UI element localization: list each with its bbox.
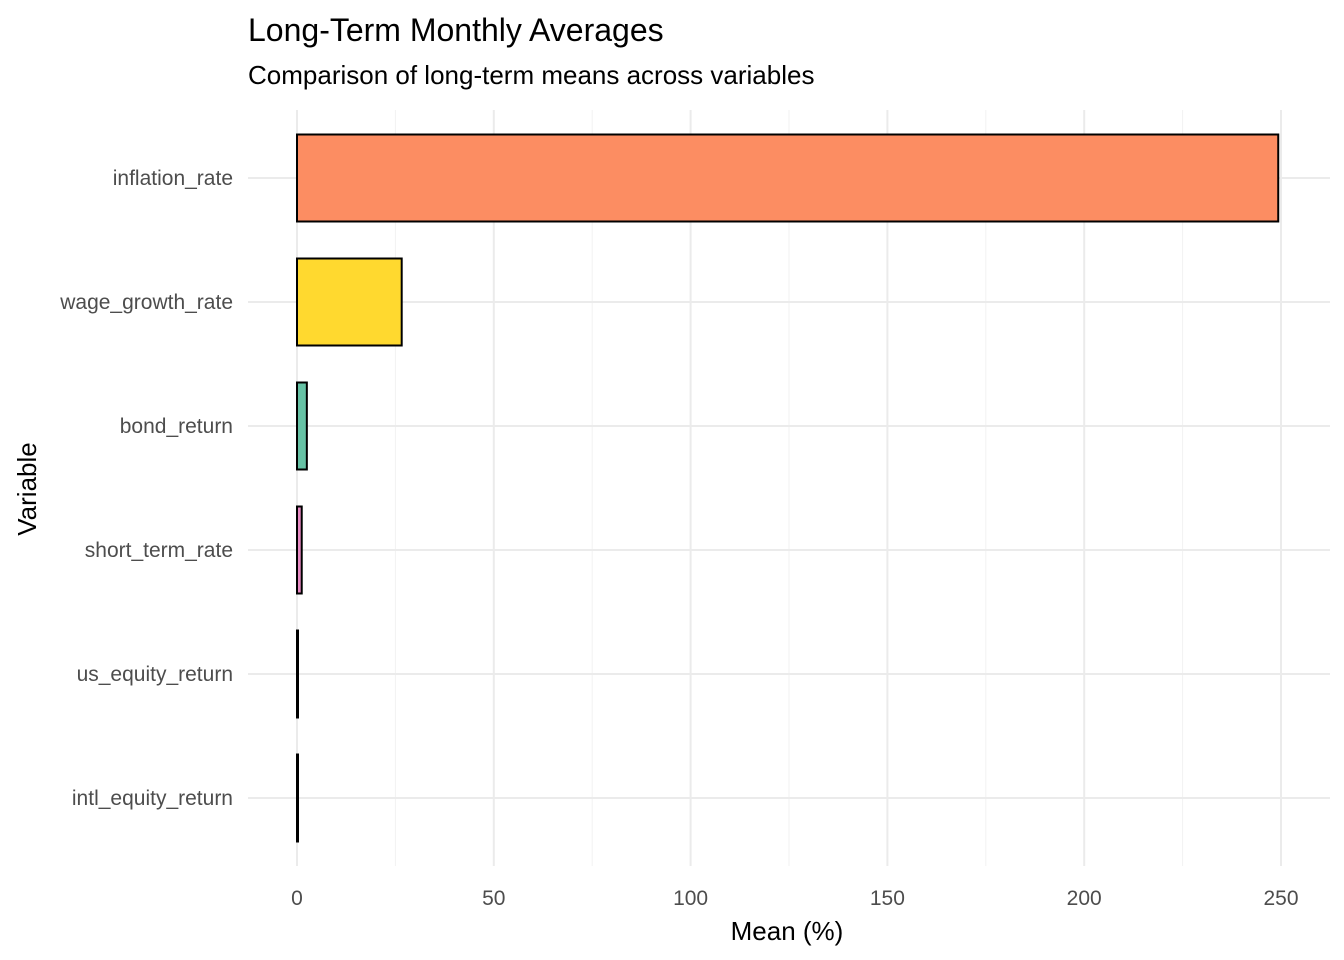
x-tick-labels: 0 50 100 150 200 250 (291, 887, 1298, 910)
x-tick-label: 250 (1263, 887, 1298, 910)
x-tick-label: 150 (870, 887, 905, 910)
y-tick-labels: inflation_rate wage_growth_rate bond_retur… (59, 167, 233, 810)
x-axis-title: Mean (%) (731, 916, 844, 946)
x-tick-label: 200 (1067, 887, 1102, 910)
x-tick-label: 50 (482, 887, 505, 910)
y-tick-label: bond_return (120, 415, 233, 438)
y-axis-title: Variable (12, 442, 42, 535)
chart-title: Long-Term Monthly Averages (248, 12, 664, 48)
x-tick-label: 0 (291, 887, 303, 910)
y-tick-label: intl_equity_return (72, 787, 233, 810)
bar-intl-equity-return (296, 753, 299, 843)
bar-us-equity-return (296, 629, 299, 719)
grid (248, 110, 1330, 866)
bar-wage-growth-rate (296, 257, 403, 347)
bars (296, 133, 1280, 843)
y-tick-label: inflation_rate (113, 167, 233, 190)
y-tick-label: us_equity_return (77, 663, 233, 686)
y-tick-label: short_term_rate (85, 539, 233, 562)
x-tick-label: 100 (673, 887, 708, 910)
bar-short-term-rate (296, 505, 303, 595)
y-tick-label: wage_growth_rate (59, 291, 233, 314)
bar-bond-return (296, 381, 308, 471)
bar-inflation-rate (296, 133, 1280, 223)
chart-subtitle: Comparison of long-term means across var… (248, 60, 814, 90)
